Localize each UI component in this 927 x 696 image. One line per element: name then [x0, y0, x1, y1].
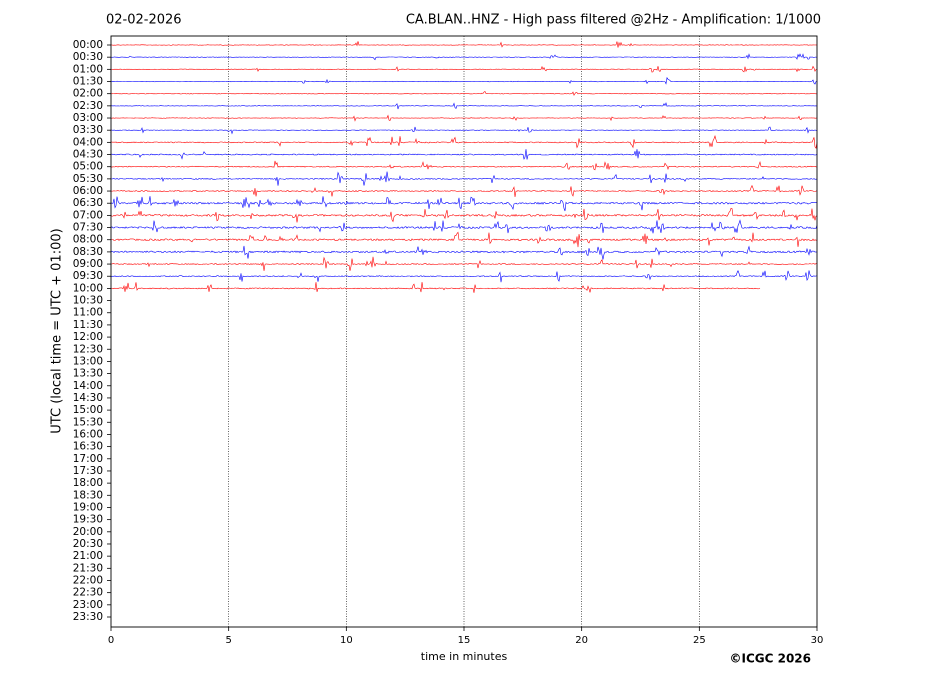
y-tick-label: 14:00 — [73, 380, 103, 392]
y-tick-label: 03:30 — [73, 124, 103, 136]
trace — [110, 41, 818, 48]
y-tick-label: 11:30 — [73, 319, 103, 331]
trace — [110, 53, 818, 61]
y-tick-label: 20:30 — [73, 538, 103, 550]
y-tick-label: 10:30 — [73, 295, 103, 307]
y-tick-label: 21:30 — [73, 562, 103, 574]
y-tick-label: 20:00 — [73, 526, 103, 538]
x-tick-label: 30 — [811, 635, 824, 646]
trace — [110, 149, 818, 160]
trace — [110, 207, 818, 223]
x-tick-label: 5 — [225, 635, 231, 646]
y-tick-label: 01:30 — [73, 76, 103, 88]
trace — [110, 282, 761, 293]
trace — [110, 76, 818, 85]
y-tick-label: 13:30 — [73, 368, 103, 380]
y-tick-label: 15:00 — [73, 404, 103, 416]
trace — [110, 270, 818, 283]
y-tick-label: 17:30 — [73, 465, 103, 477]
trace — [110, 196, 818, 212]
trace — [110, 184, 818, 198]
x-tick-label: 0 — [108, 635, 114, 646]
y-tick-label: 00:00 — [73, 39, 103, 51]
trace — [110, 245, 818, 260]
trace — [110, 126, 818, 135]
y-tick-label: 21:00 — [73, 550, 103, 562]
y-tick-label: 10:00 — [73, 282, 103, 294]
y-tick-label: 12:00 — [73, 331, 103, 343]
trace — [110, 231, 818, 248]
y-tick-label: 15:30 — [73, 416, 103, 428]
y-tick-label: 22:00 — [73, 574, 103, 586]
y-tick-label: 02:30 — [73, 100, 103, 112]
trace — [110, 135, 818, 149]
y-tick-label: 04:30 — [73, 149, 103, 161]
y-tick-label: 23:30 — [73, 611, 103, 623]
y-tick-label: 18:00 — [73, 477, 103, 489]
y-tick-label: 18:30 — [73, 489, 103, 501]
plot-frame — [110, 35, 818, 628]
y-tick-label: 17:00 — [73, 453, 103, 465]
y-tick-label: 11:00 — [73, 307, 103, 319]
trace — [110, 171, 818, 186]
y-tick-label: 06:00 — [73, 185, 103, 197]
y-tick-label: 09:00 — [73, 258, 103, 270]
y-tick-label: 04:00 — [73, 136, 103, 148]
trace — [110, 256, 818, 271]
date: 02-02-2026 — [106, 13, 182, 28]
y-tick-label: 07:30 — [73, 222, 103, 234]
chart-title: CA.BLAN..HNZ - High pass filtered @2Hz -… — [406, 13, 821, 28]
y-tick-label: 22:30 — [73, 587, 103, 599]
y-tick-label: 07:00 — [73, 209, 103, 221]
copyright: ©ICGC 2026 — [729, 652, 811, 666]
y-tick-label: 14:30 — [73, 392, 103, 404]
y-tick-label: 23:00 — [73, 599, 103, 611]
y-tick-label: 19:00 — [73, 501, 103, 513]
x-tick-label: 15 — [458, 635, 471, 646]
y-tick-label: 03:00 — [73, 112, 103, 124]
y-tick-label: 09:30 — [73, 270, 103, 282]
y-tick-label: 19:30 — [73, 514, 103, 526]
y-tick-label: 01:00 — [73, 63, 103, 75]
x-tick-label: 10 — [340, 635, 353, 646]
y-tick-label: 05:00 — [73, 161, 103, 173]
y-tick-label: 05:30 — [73, 173, 103, 185]
trace — [110, 102, 818, 110]
trace — [110, 219, 818, 234]
y-tick-label: 16:30 — [73, 441, 103, 453]
y-tick-label: 00:30 — [73, 51, 103, 63]
y-axis-label: UTC (local time = UTC + 01:00) — [50, 228, 65, 433]
x-axis-label: time in minutes — [421, 650, 508, 663]
y-tick-label: 06:30 — [73, 197, 103, 209]
y-tick-label: 02:00 — [73, 88, 103, 100]
y-tick-label: 08:30 — [73, 246, 103, 258]
y-tick-label: 12:30 — [73, 343, 103, 355]
x-tick-label: 20 — [575, 635, 588, 646]
y-tick-label: 16:00 — [73, 428, 103, 440]
trace — [110, 114, 817, 122]
trace — [110, 65, 818, 73]
trace — [110, 160, 818, 171]
y-tick-label: 13:00 — [73, 355, 103, 367]
trace — [110, 90, 818, 96]
x-tick-label: 25 — [693, 635, 706, 646]
y-tick-label: 08:00 — [73, 234, 103, 246]
